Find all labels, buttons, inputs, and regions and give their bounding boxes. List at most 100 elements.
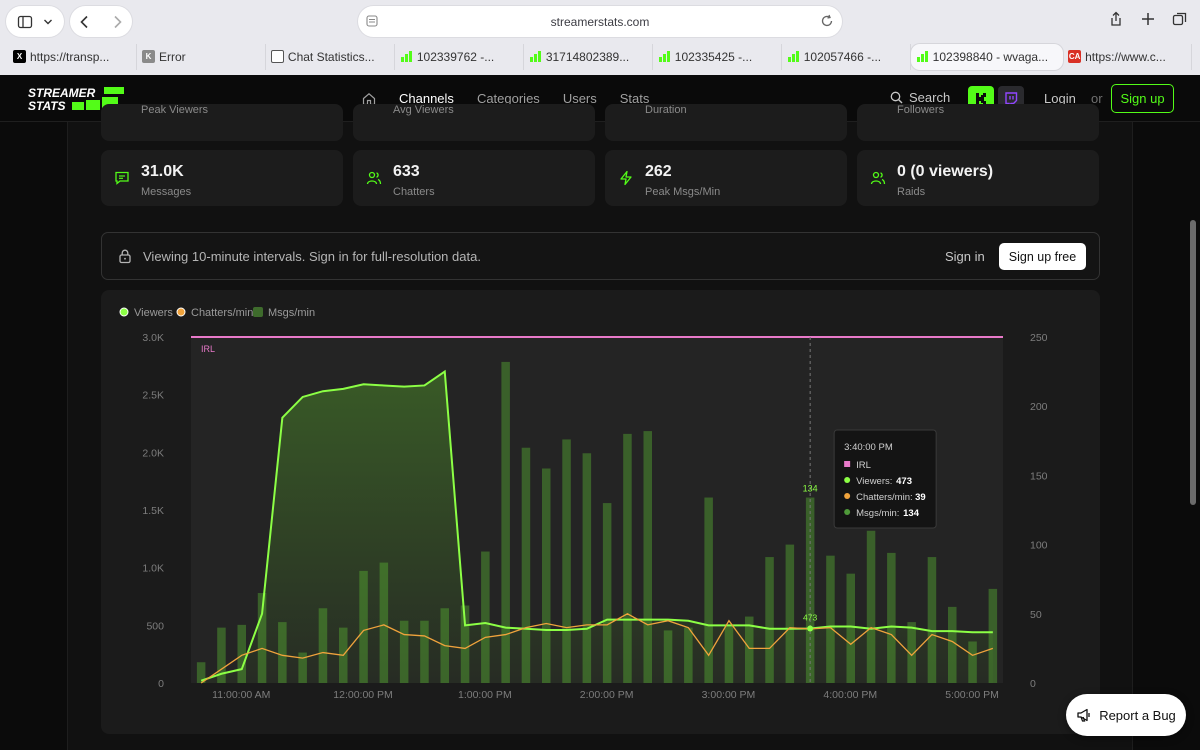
- legend-swatch-icon: [119, 307, 129, 317]
- stat-card-followers: Followers: [857, 104, 1099, 141]
- stat-card-peak-viewers: Peak Viewers: [101, 104, 343, 141]
- y2-axis-tick-label: 0: [1030, 678, 1036, 690]
- nav-categories[interactable]: Categories: [476, 91, 540, 106]
- msgs-bar[interactable]: [643, 431, 653, 683]
- tab-favicon-icon: X: [13, 50, 26, 63]
- share-icon[interactable]: [1108, 11, 1124, 27]
- msgs-bar[interactable]: [623, 433, 632, 683]
- address-bar[interactable]: streamerstats.com: [358, 6, 842, 37]
- msgs-bar[interactable]: [237, 624, 247, 683]
- tab-favicon-icon: [658, 50, 671, 63]
- tab-title: Error: [158, 50, 186, 64]
- stat-value: 262: [645, 163, 672, 180]
- tab-title: 102335425 -...: [674, 50, 753, 64]
- msgs-bar[interactable]: [196, 662, 206, 683]
- nav-stats[interactable]: Stats: [619, 91, 650, 106]
- nav-channels[interactable]: Channels: [399, 91, 454, 106]
- browser-tab[interactable]: Chat Statistics...: [266, 44, 395, 70]
- notice-text: Viewing 10-minute intervals. Sign in for…: [143, 249, 481, 264]
- tooltip-swatch-icon: [844, 477, 851, 483]
- stat-label: Peak Msgs/Min: [645, 186, 721, 198]
- hover-point-marker: [807, 625, 814, 632]
- stat-card-raids: 0 (0 viewers) Raids: [857, 150, 1099, 206]
- stream-chart[interactable]: Viewers Chatters/min Msgs/min05001.0K1.5K2…: [101, 290, 1100, 734]
- tab-title: https://www.c...: [1085, 50, 1166, 64]
- tooltip-row-value: 473: [896, 476, 912, 487]
- nav-users[interactable]: Users: [562, 91, 597, 106]
- legend-item: Chatters/min: [191, 307, 253, 319]
- msgs-bar[interactable]: [481, 551, 490, 683]
- x-axis-tick-label: 5:00:00 PM: [945, 689, 999, 701]
- back-icon[interactable]: [77, 14, 93, 30]
- msgs-bar[interactable]: [785, 544, 795, 683]
- url-text: streamerstats.com: [550, 14, 650, 29]
- msgs-bar[interactable]: [927, 557, 937, 683]
- msgs-bar[interactable]: [562, 439, 571, 683]
- new-tab-icon[interactable]: [1140, 11, 1156, 27]
- browser-tab[interactable]: 102398840 - wvaga...: [910, 44, 1064, 70]
- tab-title: 102057466 -...: [803, 50, 882, 64]
- stat-label: Duration: [645, 104, 687, 116]
- viewers-line[interactable]: [200, 369, 993, 682]
- search-label: Search: [909, 90, 951, 105]
- streamerstats-logo[interactable]: STREAMER STATS: [28, 86, 128, 112]
- browser-tab[interactable]: 102335425 -...: [653, 44, 782, 70]
- msgs-bar[interactable]: [887, 552, 896, 683]
- svg-text:STATS: STATS: [28, 99, 66, 112]
- or-text: or: [1091, 91, 1103, 106]
- msgs-bar[interactable]: [765, 557, 774, 683]
- tab-title: 31714802389...: [545, 50, 630, 64]
- tab-favicon-icon: K: [141, 50, 155, 63]
- reload-icon[interactable]: [820, 14, 834, 28]
- browser-tab[interactable]: 102339762 -...: [395, 44, 524, 70]
- forward-icon[interactable]: [109, 14, 125, 30]
- chatters-line[interactable]: [200, 613, 994, 684]
- legend-item: Msgs/min: [268, 307, 315, 319]
- report-bug-label: Report a Bug: [1099, 707, 1176, 723]
- y2-axis-tick-label: 150: [1030, 470, 1048, 482]
- page-scrollbar[interactable]: [1190, 220, 1196, 505]
- browser-tab[interactable]: 102057466 -...: [782, 44, 911, 70]
- login-link[interactable]: Login: [1044, 91, 1076, 106]
- msgs-bar[interactable]: [704, 497, 713, 683]
- x-axis-tick-label: 1:00:00 PM: [458, 689, 512, 701]
- msgs-bar[interactable]: [866, 530, 876, 683]
- tab-favicon-icon: [787, 50, 800, 63]
- tab-overview-icon[interactable]: [1172, 11, 1188, 27]
- notice-signup-free-button[interactable]: Sign up free: [999, 243, 1086, 270]
- tooltip-row-value: 134: [903, 508, 920, 519]
- y-axis-tick-label: 2.0K: [142, 447, 164, 459]
- msgs-bar[interactable]: [582, 453, 592, 683]
- y2-axis-tick-label: 250: [1030, 332, 1048, 344]
- tooltip-row-value: 39: [915, 492, 926, 503]
- signup-button[interactable]: Sign up: [1111, 84, 1174, 113]
- msgs-bar[interactable]: [541, 468, 551, 683]
- viewers-area: [201, 371, 993, 683]
- tooltip-swatch-icon: [844, 461, 851, 467]
- browser-tab[interactable]: 31714802389...: [524, 44, 653, 70]
- msgs-bar[interactable]: [217, 627, 226, 683]
- tab-favicon-icon: [916, 50, 929, 63]
- stat-label: Raids: [897, 186, 926, 198]
- sidebar-toggle-button[interactable]: [6, 6, 64, 37]
- tooltip-row-label: Viewers:: [856, 476, 892, 487]
- msgs-bar[interactable]: [826, 555, 835, 683]
- notice-signin-link[interactable]: Sign in: [945, 249, 985, 264]
- report-bug-button[interactable]: Report a Bug: [1066, 694, 1186, 736]
- legend-swatch-icon: [253, 307, 263, 317]
- tab-favicon-icon: [529, 50, 542, 63]
- msgs-bar[interactable]: [521, 447, 531, 683]
- msgs-bar[interactable]: [501, 361, 510, 683]
- bolt-icon: [620, 170, 632, 186]
- search-button[interactable]: Search: [890, 90, 950, 105]
- main-nav: Channels Categories Users Stats: [362, 75, 649, 122]
- history-nav: [70, 6, 132, 37]
- stat-label: Peak Viewers: [141, 104, 209, 116]
- stream-chart-card: Viewers Chatters/min Msgs/min 0 500 1.0K 1.5K 2…: [101, 290, 1100, 734]
- browser-tab[interactable]: K Error: [137, 44, 266, 70]
- browser-tab[interactable]: CA https://www.c...: [1063, 44, 1193, 70]
- y-axis-tick-label: 500: [146, 620, 164, 632]
- msgs-bar[interactable]: [602, 503, 612, 683]
